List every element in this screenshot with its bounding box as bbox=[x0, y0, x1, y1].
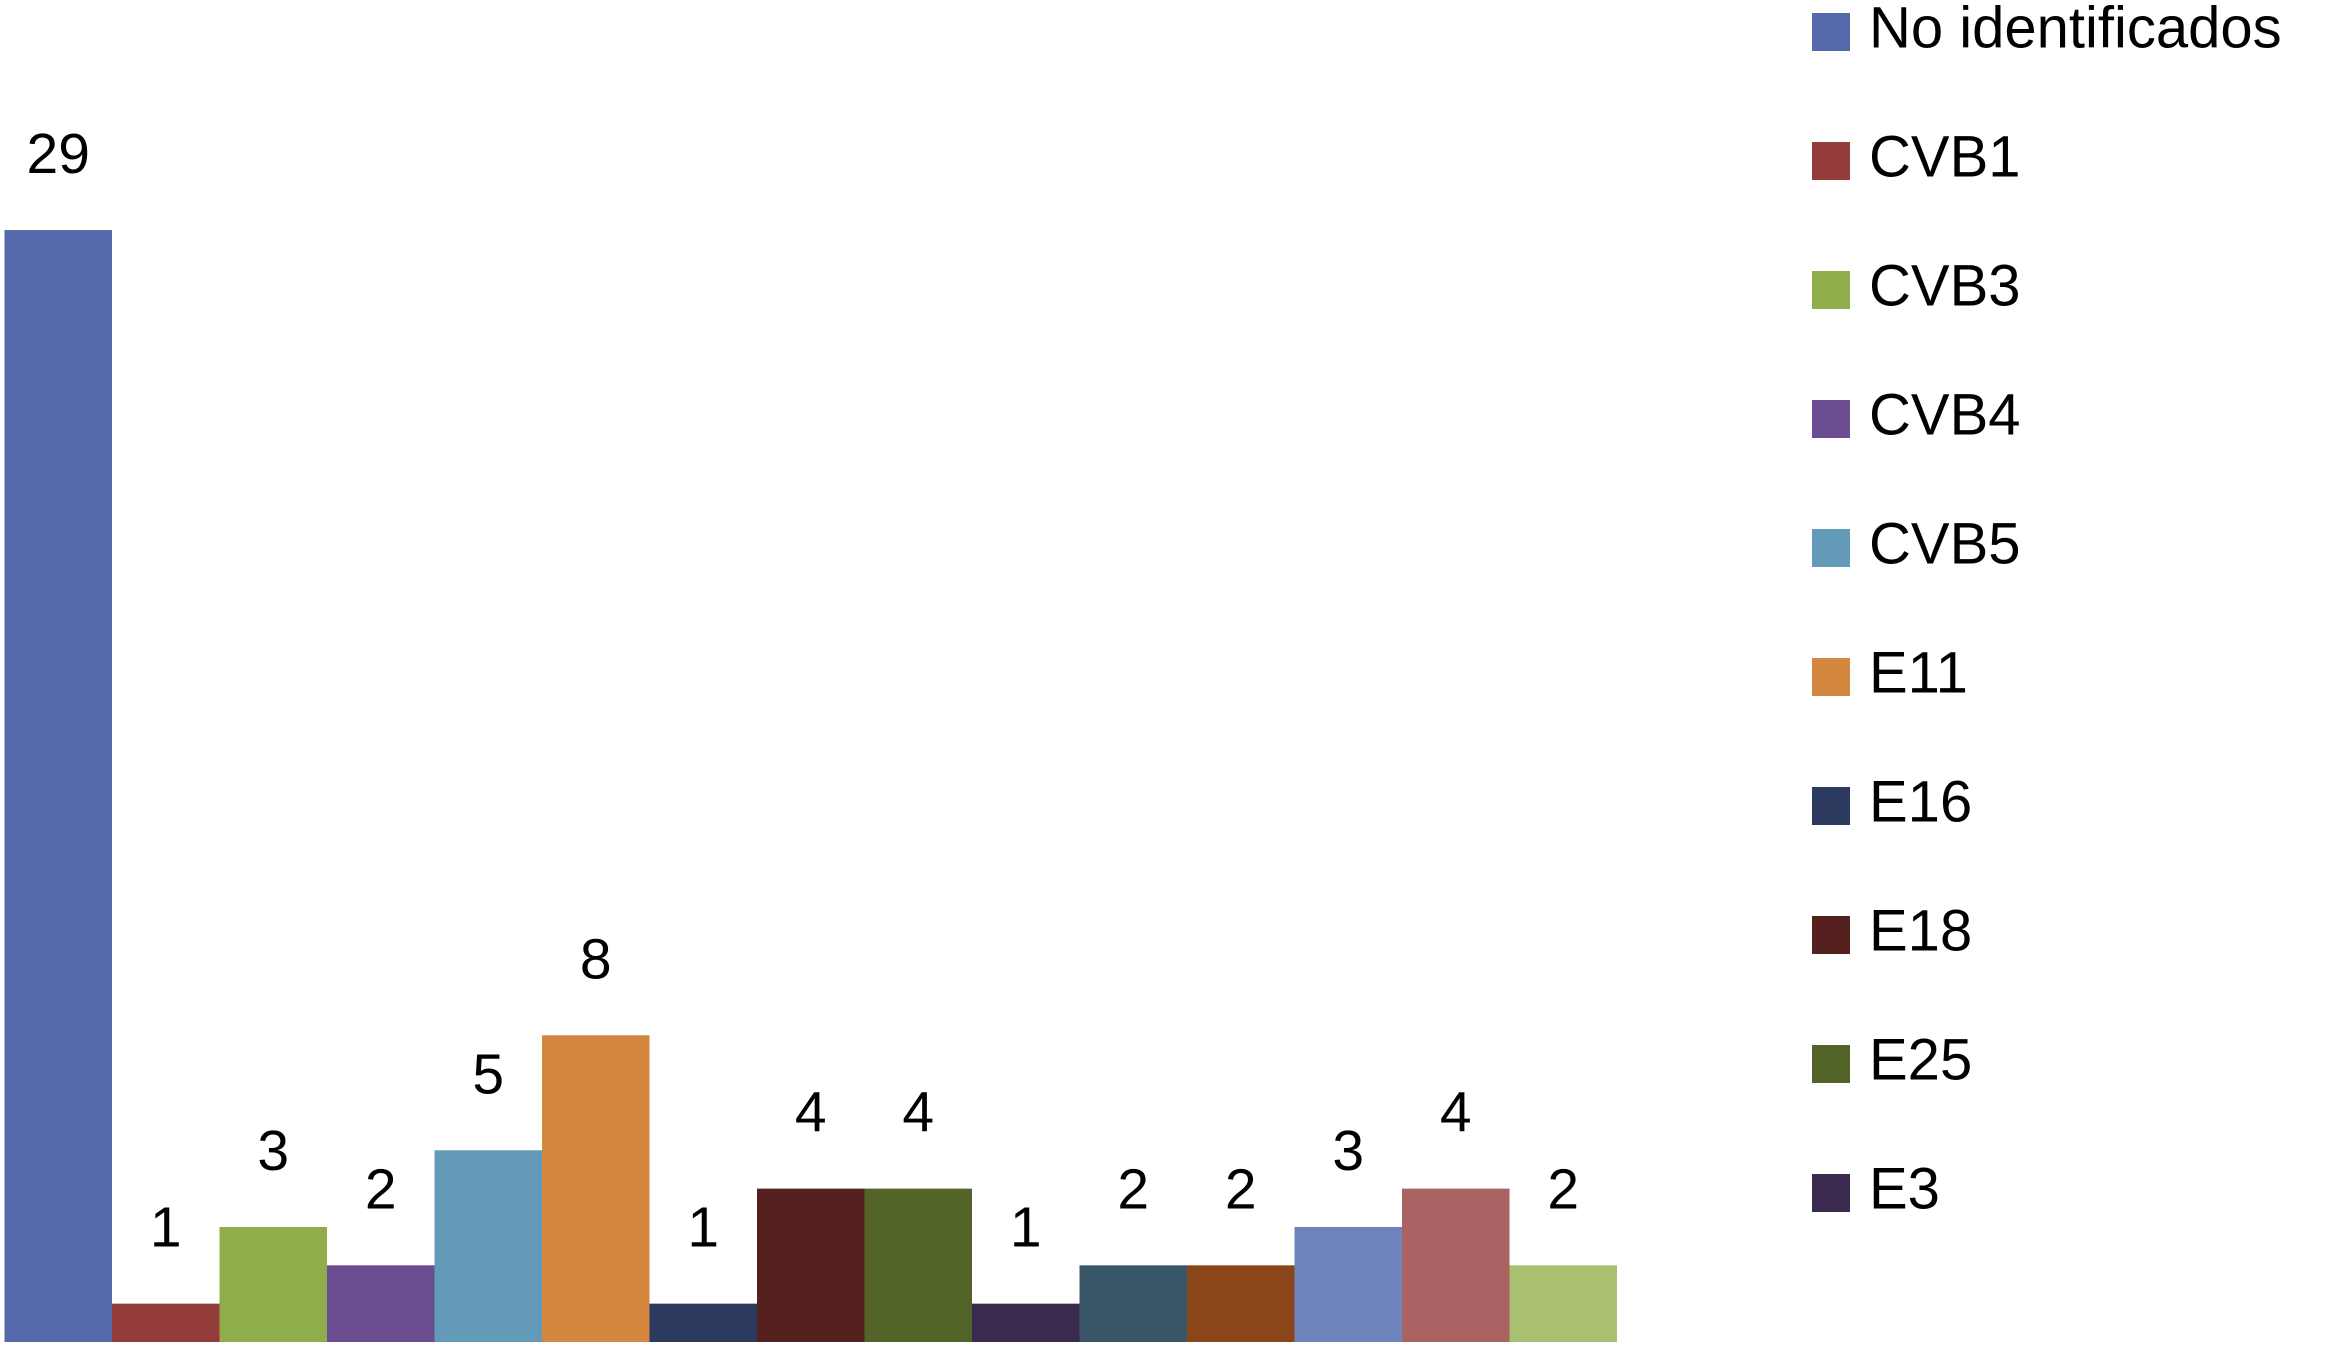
legend-swatch bbox=[1812, 142, 1850, 180]
value-label: 1 bbox=[150, 1196, 182, 1260]
value-label: 1 bbox=[687, 1196, 719, 1260]
value-label: 2 bbox=[365, 1157, 397, 1221]
bar bbox=[757, 1188, 865, 1342]
bar bbox=[542, 1035, 650, 1342]
legend-text: CVB1 bbox=[1869, 124, 2021, 189]
value-label: 4 bbox=[1440, 1081, 1472, 1145]
value-label: 8 bbox=[580, 927, 612, 991]
value-label: 5 bbox=[472, 1042, 504, 1106]
value-label: 1 bbox=[1010, 1196, 1042, 1260]
bar bbox=[1509, 1265, 1617, 1342]
legend-swatch bbox=[1812, 400, 1850, 438]
legend-swatch bbox=[1812, 1045, 1850, 1083]
legend-text: E16 bbox=[1869, 769, 1972, 834]
value-label: 4 bbox=[902, 1081, 934, 1145]
value-label: 2 bbox=[1225, 1157, 1257, 1221]
bar bbox=[1187, 1265, 1295, 1342]
bar bbox=[112, 1303, 220, 1342]
bar bbox=[1079, 1265, 1187, 1342]
legend-text: E11 bbox=[1869, 640, 1968, 705]
value-label: 3 bbox=[257, 1119, 289, 1183]
legend-text: E18 bbox=[1869, 898, 1972, 963]
legend-swatch bbox=[1812, 529, 1850, 567]
value-label: 29 bbox=[27, 122, 90, 186]
legend-text: No identificados bbox=[1869, 0, 2282, 60]
legend-text: CVB3 bbox=[1869, 253, 2021, 318]
bar bbox=[1294, 1226, 1402, 1342]
bar bbox=[219, 1226, 327, 1342]
legend-swatch bbox=[1812, 916, 1850, 954]
value-label: 2 bbox=[1547, 1157, 1579, 1221]
value-label: 4 bbox=[795, 1081, 827, 1145]
legend-swatch bbox=[1812, 1174, 1850, 1212]
bar bbox=[327, 1265, 435, 1342]
legend-text: E25 bbox=[1869, 1027, 1972, 1092]
value-label: 3 bbox=[1332, 1119, 1364, 1183]
legend-text: E3 bbox=[1869, 1156, 1940, 1221]
legend-swatch bbox=[1812, 13, 1850, 51]
legend-swatch bbox=[1812, 271, 1850, 309]
bar bbox=[434, 1150, 542, 1342]
bar bbox=[972, 1303, 1080, 1342]
bar bbox=[1402, 1188, 1510, 1342]
value-label: 2 bbox=[1117, 1157, 1149, 1221]
legend-swatch bbox=[1812, 787, 1850, 825]
bar bbox=[864, 1188, 972, 1342]
legend-swatch bbox=[1812, 658, 1850, 696]
legend-text: CVB4 bbox=[1869, 382, 2021, 447]
legend-text: CVB5 bbox=[1869, 511, 2021, 576]
bar bbox=[649, 1303, 757, 1342]
bar bbox=[4, 230, 112, 1343]
